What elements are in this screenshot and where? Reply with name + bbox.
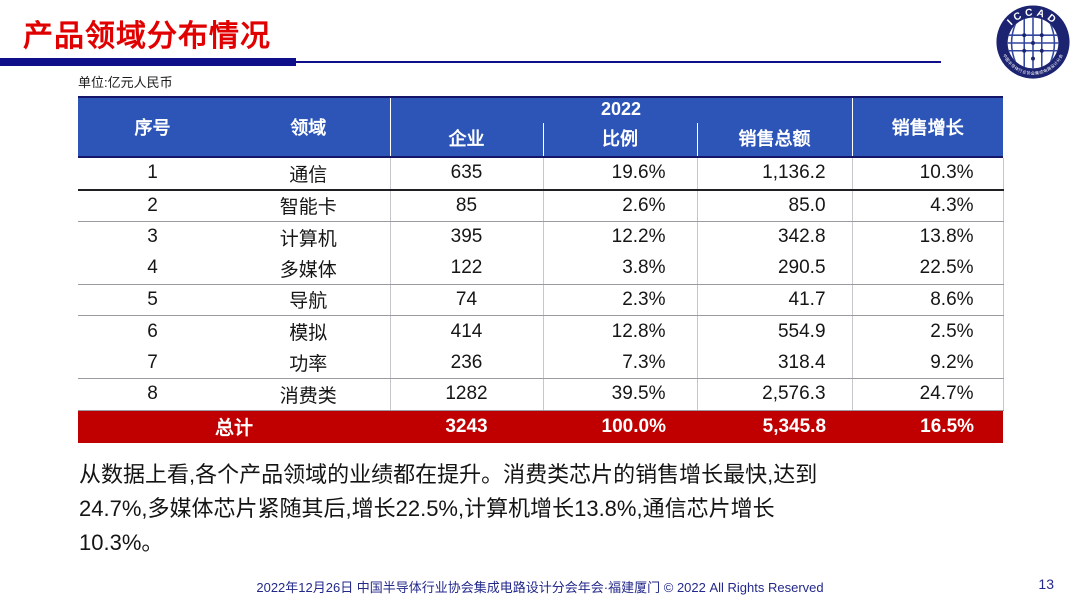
unit-label: 单位:亿元人民币 (78, 75, 173, 90)
cell-growth: 13.8% (851, 221, 1004, 253)
cell-share: 3.8% (542, 252, 697, 285)
table-total-row: 总计 3243 100.0% 5,345.8 16.5% (78, 410, 1004, 443)
cell-index: 3 (78, 221, 227, 253)
cell-domain: 导航 (227, 284, 390, 316)
header-sales: 销售总额 (696, 123, 853, 158)
title-underline-thin (296, 61, 941, 63)
cell-companies: 74 (389, 284, 543, 316)
table-header: 序号 领域 2022 销售增长 企业 比例 销售总额 (78, 96, 1004, 158)
total-share: 100.0% (543, 410, 697, 443)
cell-domain: 多媒体 (227, 252, 390, 285)
table-row: 5 导航 74 2.3% 41.7 8.6% (78, 284, 1004, 316)
cell-sales: 41.7 (696, 284, 853, 316)
iccad-logo: ICCAD 中国半导体行业协会集成电路设计分会 (996, 5, 1070, 79)
cell-domain: 模拟 (227, 315, 390, 347)
header-domain: 领域 (227, 96, 390, 158)
summary-line: 从数据上看,各个产品领域的业绩都在提升。消费类芯片的销售增长最快,达到 (79, 462, 818, 487)
cell-share: 2.3% (542, 284, 697, 316)
page-title: 产品领域分布情况 (23, 20, 271, 53)
table-row: 7 功率 236 7.3% 318.4 9.2% (78, 347, 1004, 379)
page-number: 13 (1038, 576, 1054, 592)
cell-sales: 85.0 (696, 189, 853, 222)
table-row: 3 计算机 395 12.2% 342.8 13.8% (78, 221, 1004, 253)
table-row: 1 通信 635 19.6% 1,136.2 10.3% (78, 158, 1004, 191)
cell-index: 4 (78, 252, 227, 285)
cell-share: 39.5% (542, 378, 697, 411)
cell-companies: 395 (389, 221, 543, 253)
cell-index: 1 (78, 158, 227, 191)
cell-sales: 342.8 (696, 221, 853, 253)
header-year: 2022 (389, 96, 853, 123)
header-companies: 企业 (389, 123, 543, 158)
cell-companies: 122 (389, 252, 543, 285)
table-row: 4 多媒体 122 3.8% 290.5 22.5% (78, 252, 1004, 285)
cell-companies: 635 (389, 158, 543, 191)
total-label: 总计 (78, 410, 390, 443)
cell-sales: 554.9 (696, 315, 853, 347)
header-top-border (78, 96, 1003, 98)
table-row: 8 消费类 1282 39.5% 2,576.3 24.7% (78, 378, 1004, 411)
header-growth: 销售增长 (851, 96, 1004, 158)
summary-line: 24.7%,多媒体芯片紧随其后,增长22.5%,计算机增长13.8%,通信芯片增… (79, 496, 775, 521)
cell-growth: 2.5% (851, 315, 1004, 347)
cell-share: 19.6% (542, 158, 697, 191)
header-share: 比例 (542, 123, 697, 158)
title-underline-thick (0, 58, 296, 66)
cell-index: 7 (78, 347, 227, 379)
total-growth: 16.5% (852, 410, 1004, 443)
cell-index: 6 (78, 315, 227, 347)
circuit-dots-icon (1022, 33, 1044, 61)
table-row: 2 智能卡 85 2.6% 85.0 4.3% (78, 189, 1004, 222)
cell-domain: 消费类 (227, 378, 390, 411)
cell-growth: 8.6% (851, 284, 1004, 316)
cell-index: 8 (78, 378, 227, 411)
cell-share: 12.2% (542, 221, 697, 253)
cell-growth: 10.3% (851, 158, 1004, 191)
summary-paragraph: 从数据上看,各个产品领域的业绩都在提升。消费类芯片的销售增长最快,达到 24.7… (79, 458, 1014, 560)
cell-sales: 2,576.3 (696, 378, 853, 411)
header-index: 序号 (78, 96, 227, 158)
distribution-table: 序号 领域 2022 销售增长 企业 比例 销售总额 1 通信 635 19.6… (78, 96, 1004, 443)
cell-domain: 功率 (227, 347, 390, 379)
total-companies: 3243 (390, 410, 543, 443)
cell-growth: 9.2% (851, 347, 1004, 379)
cell-growth: 22.5% (851, 252, 1004, 285)
cell-companies: 236 (389, 347, 543, 379)
header-bottom-border (78, 156, 1003, 158)
cell-domain: 智能卡 (227, 189, 390, 222)
footer-text: 2022年12月26日 中国半导体行业协会集成电路设计分会年会·福建厦门 © 2… (256, 580, 824, 595)
cell-sales: 318.4 (696, 347, 853, 379)
cell-index: 2 (78, 189, 227, 222)
cell-domain: 通信 (227, 158, 390, 191)
cell-index: 5 (78, 284, 227, 316)
cell-companies: 414 (389, 315, 543, 347)
cell-share: 12.8% (542, 315, 697, 347)
cell-sales: 1,136.2 (696, 158, 853, 191)
table-row: 6 模拟 414 12.8% 554.9 2.5% (78, 315, 1004, 347)
cell-growth: 24.7% (851, 378, 1004, 411)
cell-companies: 85 (389, 189, 543, 222)
cell-domain: 计算机 (227, 221, 390, 253)
cell-share: 2.6% (542, 189, 697, 222)
cell-share: 7.3% (542, 347, 697, 379)
total-sales: 5,345.8 (697, 410, 853, 443)
cell-growth: 4.3% (851, 189, 1004, 222)
summary-line: 10.3%。 (79, 530, 164, 555)
cell-sales: 290.5 (696, 252, 853, 285)
cell-companies: 1282 (389, 378, 543, 411)
